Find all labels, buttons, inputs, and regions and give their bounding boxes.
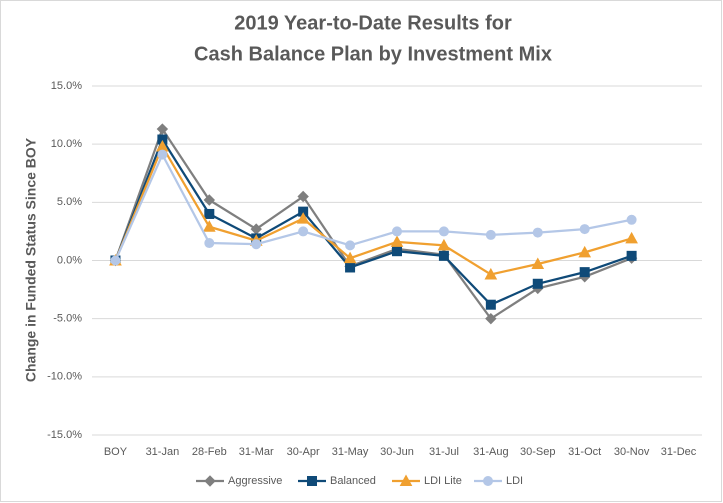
data-point — [532, 278, 543, 289]
series-line — [114, 126, 633, 321]
x-tick-label: 31-Aug — [473, 446, 508, 458]
data-point — [485, 299, 496, 310]
x-tick-label: 30-Nov — [614, 446, 650, 458]
x-tick-label: 31-Dec — [661, 446, 697, 458]
data-point — [579, 224, 590, 235]
y-tick-label: 15.0% — [51, 80, 82, 92]
data-point — [297, 190, 309, 203]
chart-title-line-1: 2019 Year-to-Date Results for — [234, 12, 512, 34]
y-tick-label: 0.0% — [57, 254, 82, 266]
data-point — [110, 255, 121, 266]
data-point — [251, 239, 262, 250]
x-tick-label: 31-May — [332, 446, 369, 458]
data-point — [484, 267, 498, 280]
data-point — [438, 250, 449, 261]
y-tick-label: -15.0% — [47, 429, 82, 441]
legend-label: Balanced — [330, 475, 376, 487]
data-point — [204, 238, 215, 249]
data-point — [203, 194, 216, 206]
series-line — [114, 137, 632, 307]
data-point — [485, 312, 497, 325]
data-point — [438, 226, 449, 237]
x-tick-label: 31-Jan — [146, 446, 180, 458]
data-point — [531, 257, 545, 269]
legend-marker — [483, 476, 493, 486]
data-point — [202, 220, 216, 232]
y-tick-label: 5.0% — [57, 196, 82, 208]
x-tick-label: 30-Jun — [380, 446, 414, 458]
x-tick-label: 31-Oct — [568, 446, 601, 458]
data-point — [343, 251, 357, 264]
x-tick-label: 31-Jul — [429, 446, 459, 458]
series-line — [114, 143, 632, 276]
legend-label: LDI Lite — [424, 475, 462, 487]
data-point — [579, 267, 590, 278]
data-point — [296, 212, 310, 224]
x-tick-label: 30-Apr — [287, 446, 320, 458]
y-tick-label: -5.0% — [53, 313, 82, 325]
legend-label: Aggressive — [228, 475, 282, 487]
data-point — [157, 149, 168, 160]
data-point — [485, 229, 496, 240]
data-point — [345, 240, 356, 251]
data-point — [437, 238, 451, 251]
series-line — [114, 152, 632, 261]
legend-marker — [399, 474, 413, 486]
data-point — [392, 246, 402, 257]
data-point — [392, 226, 402, 237]
data-point — [626, 214, 637, 225]
data-point — [390, 235, 404, 247]
chart-title-line-2: Cash Balance Plan by Investment Mix — [194, 43, 552, 65]
x-tick-label: 30-Sep — [520, 446, 555, 458]
data-point — [345, 262, 356, 273]
y-tick-label: -10.0% — [47, 371, 82, 383]
legend-marker — [307, 476, 317, 486]
data-point — [156, 123, 169, 135]
data-point — [626, 250, 637, 261]
data-point — [625, 231, 638, 244]
data-point — [204, 208, 215, 219]
legend-marker — [204, 475, 216, 487]
y-tick-label: 10.0% — [51, 138, 82, 150]
data-point — [578, 245, 592, 258]
data-point — [532, 227, 543, 238]
x-tick-label: 31-Mar — [239, 446, 274, 458]
legend-label: LDI — [506, 475, 523, 487]
data-point — [298, 226, 309, 237]
x-tick-label: BOY — [104, 446, 128, 458]
y-axis-label: Change in Funded Status Since BOY — [23, 137, 39, 382]
x-tick-label: 28-Feb — [192, 446, 227, 458]
